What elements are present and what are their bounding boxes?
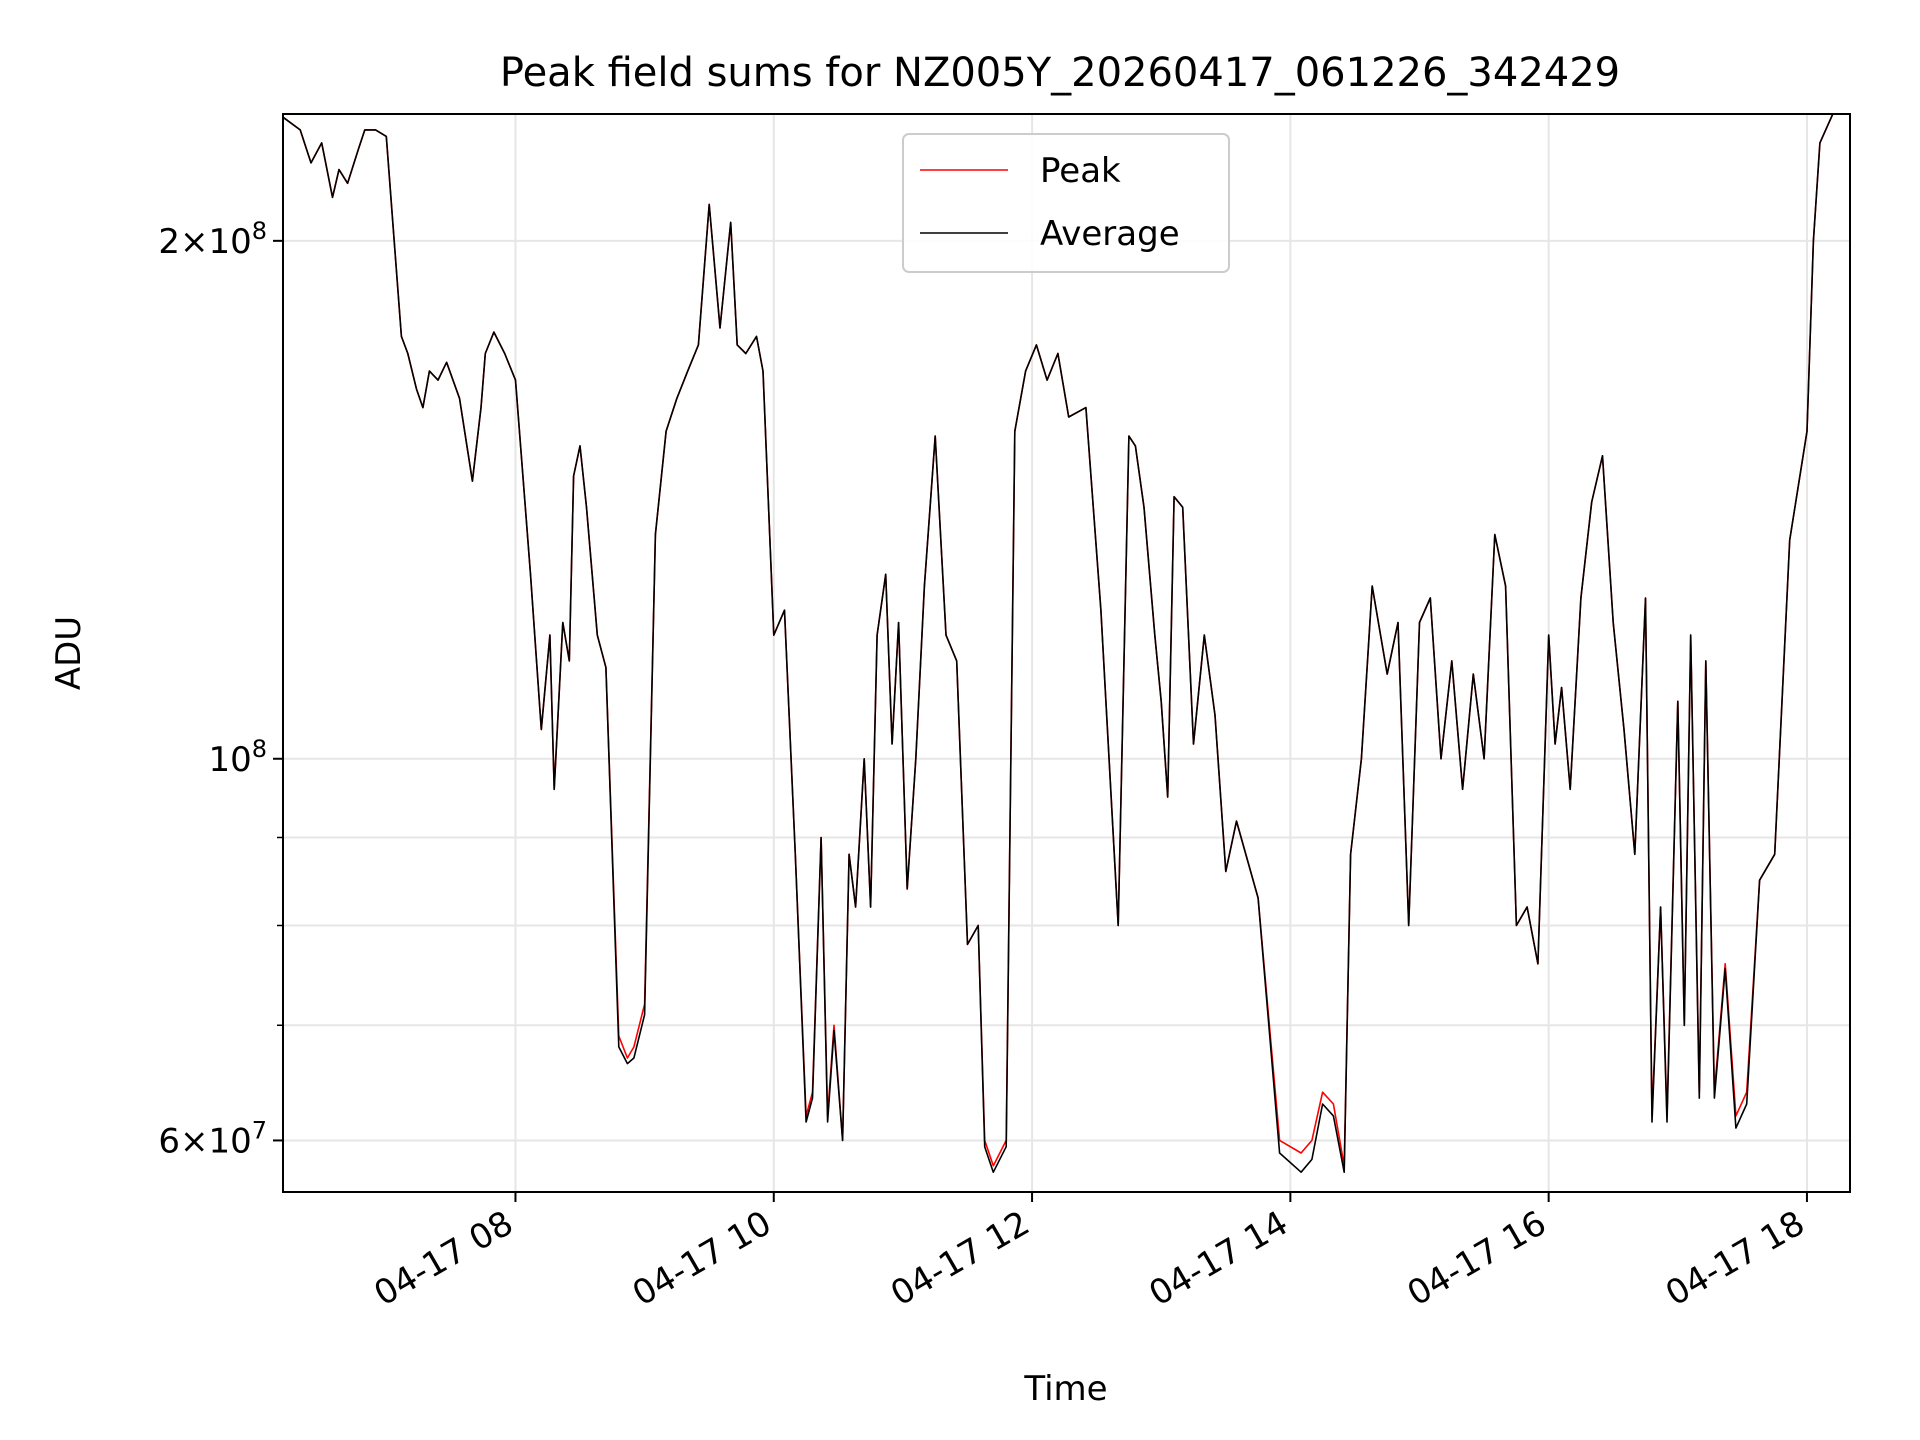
y-tick-label: 2×108 xyxy=(158,217,267,262)
y-tick-label: 108 xyxy=(208,735,267,780)
legend-label-peak: Peak xyxy=(1040,151,1121,191)
plot-frame xyxy=(282,113,1851,1193)
y-tick-label: 6×107 xyxy=(158,1116,267,1161)
series-line-average xyxy=(283,114,1846,1173)
legend-box xyxy=(902,133,1230,273)
grid-lines xyxy=(283,114,1850,1192)
legend: Peak Average xyxy=(902,133,1230,273)
chart-title: Peak field sums for NZ005Y_20260417_0612… xyxy=(500,50,1620,96)
y-axis: 6×107 108 2×108 xyxy=(158,217,283,1161)
legend-label-average: Average xyxy=(1040,214,1180,254)
x-axis-label: Time xyxy=(1023,1369,1107,1409)
y-axis-label: ADU xyxy=(49,616,89,690)
series-lines xyxy=(283,114,1846,1173)
